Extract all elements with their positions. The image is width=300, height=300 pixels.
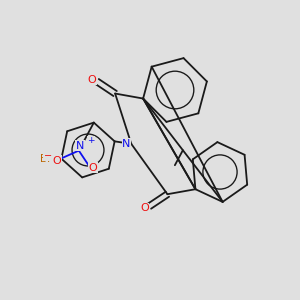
Text: O: O <box>88 163 97 172</box>
Text: O: O <box>140 203 149 213</box>
Text: O: O <box>52 156 61 166</box>
Text: O: O <box>88 74 97 85</box>
Text: N: N <box>122 139 130 149</box>
Text: Br: Br <box>40 154 51 164</box>
Text: −: − <box>44 151 52 160</box>
Text: +: + <box>87 136 94 145</box>
Text: N: N <box>76 141 84 151</box>
